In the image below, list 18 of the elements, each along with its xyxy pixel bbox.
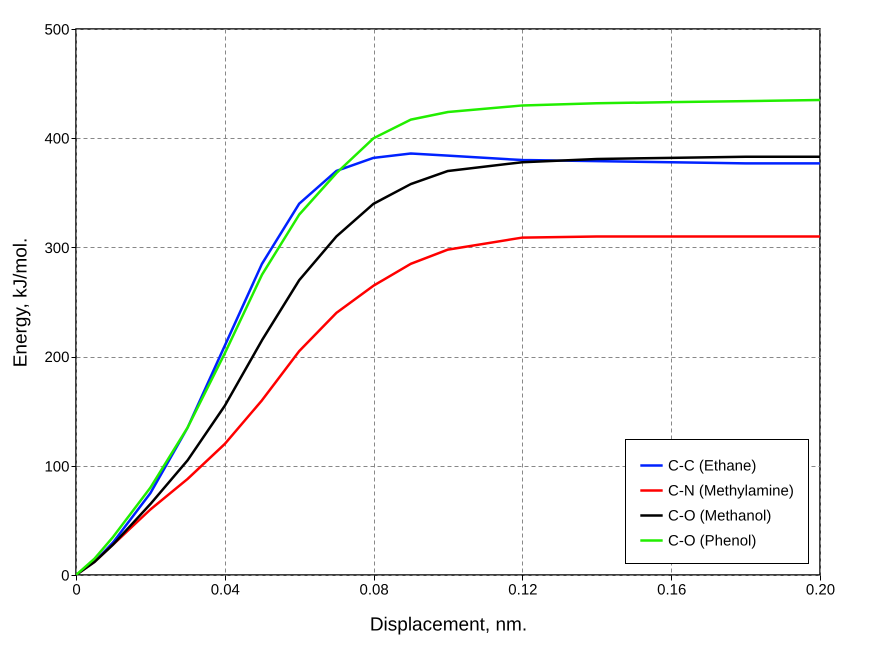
y-tick-label: 200 — [44, 349, 70, 366]
x-axis-title: Displacement, nm. — [370, 614, 528, 636]
legend-label: C-O (Phenol) — [668, 532, 756, 550]
x-tick-label: 0 — [72, 582, 81, 598]
y-tick-label: 500 — [44, 22, 70, 38]
y-tick-label: 0 — [61, 568, 70, 584]
legend-label: C-C (Ethane) — [668, 458, 756, 474]
y-tick-label: 400 — [44, 130, 70, 148]
legend-label: C-N (Methylamine) — [668, 482, 794, 500]
y-axis-title: Energy, kJ/mol. — [10, 238, 32, 368]
y-tick-label: 100 — [44, 458, 70, 476]
legend-label: C-O (Methanol) — [668, 508, 772, 524]
x-tick-label: 0.12 — [508, 582, 538, 598]
x-tick-label: 0.08 — [360, 582, 389, 598]
x-tick-label: 0.20 — [806, 582, 836, 598]
x-tick-label: 0.04 — [210, 582, 240, 598]
y-tick-label: 300 — [44, 240, 70, 257]
x-tick-label: 0.16 — [657, 582, 686, 598]
